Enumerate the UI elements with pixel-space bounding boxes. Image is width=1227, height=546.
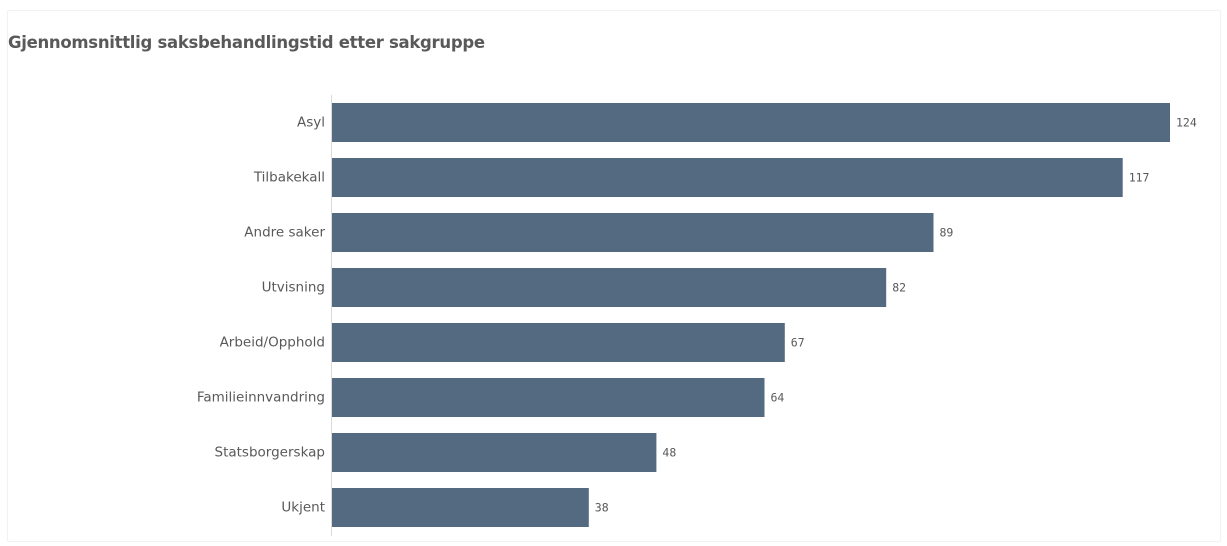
category-label: Familieinnvandring xyxy=(197,390,325,406)
bar-arbeid-opphold[interactable] xyxy=(332,323,785,362)
category-label: Statsborgerskap xyxy=(215,445,326,461)
category-label: Andre saker xyxy=(244,225,325,241)
value-label: 38 xyxy=(595,501,609,515)
value-label: 117 xyxy=(1129,171,1150,185)
value-label: 124 xyxy=(1176,116,1197,130)
category-label: Tilbakekall xyxy=(253,170,325,186)
bar-andre-saker[interactable] xyxy=(332,213,934,252)
chart-panel xyxy=(7,10,1221,542)
bar-familieinnvandring[interactable] xyxy=(332,378,765,417)
value-label: 48 xyxy=(662,446,676,460)
value-label: 64 xyxy=(771,391,785,405)
value-label: 67 xyxy=(791,336,805,350)
value-label: 82 xyxy=(892,281,906,295)
bar-tilbakekall[interactable] xyxy=(332,158,1123,197)
bar-asyl[interactable] xyxy=(332,103,1170,142)
value-label: 89 xyxy=(940,226,954,240)
category-label: Asyl xyxy=(297,115,325,131)
bar-utvisning[interactable] xyxy=(332,268,887,307)
category-label: Ukjent xyxy=(281,500,325,516)
bar-ukjent[interactable] xyxy=(332,488,589,527)
bar-statsborgerskap[interactable] xyxy=(332,433,657,472)
chart-title: Gjennomsnittlig saksbehandlingstid etter… xyxy=(8,33,485,52)
category-label: Arbeid/Opphold xyxy=(220,335,325,351)
category-label: Utvisning xyxy=(262,280,325,296)
bars-layer: Asyl 124 Tilbakekall 117 Andre saker 89 Utvisn… xyxy=(197,103,1197,527)
